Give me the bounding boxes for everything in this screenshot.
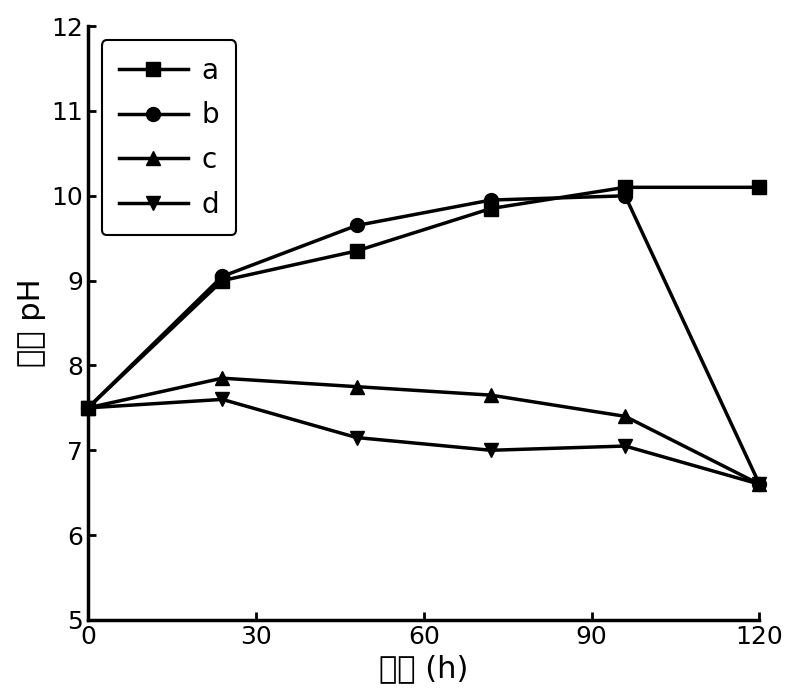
c: [218, 374, 227, 382]
Line: d: d: [81, 393, 766, 491]
b: [352, 221, 362, 230]
Line: a: a: [81, 181, 766, 415]
c: [486, 391, 496, 399]
c: [754, 480, 764, 489]
c: [352, 382, 362, 391]
b: [754, 480, 764, 489]
a: [352, 246, 362, 255]
Y-axis label: 阴极 pH: 阴极 pH: [17, 279, 46, 368]
a: [218, 276, 227, 285]
b: [486, 196, 496, 204]
a: [83, 404, 93, 412]
d: [218, 395, 227, 404]
c: [620, 412, 630, 421]
c: [83, 404, 93, 412]
b: [218, 272, 227, 281]
Line: c: c: [81, 371, 766, 491]
d: [754, 480, 764, 489]
d: [486, 446, 496, 454]
d: [83, 404, 93, 412]
a: [754, 183, 764, 192]
a: [486, 204, 496, 213]
Legend: a, b, c, d: a, b, c, d: [102, 40, 236, 235]
d: [352, 433, 362, 442]
X-axis label: 时间 (h): 时间 (h): [379, 654, 468, 683]
b: [620, 192, 630, 200]
Line: b: b: [81, 189, 766, 491]
a: [620, 183, 630, 192]
d: [620, 442, 630, 450]
b: [83, 404, 93, 412]
